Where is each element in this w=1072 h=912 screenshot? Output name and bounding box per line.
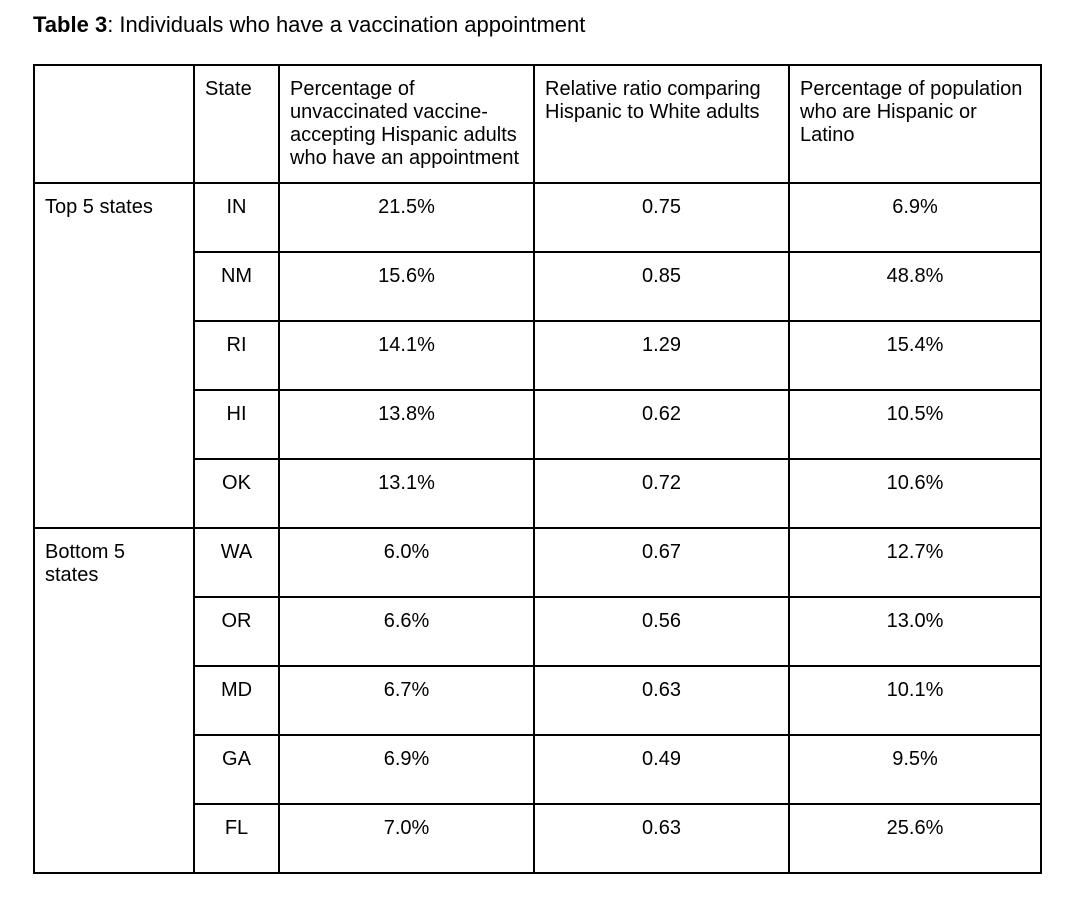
pct-appointment-cell: 14.1% xyxy=(278,320,535,391)
relative-ratio-cell: 0.85 xyxy=(533,251,790,322)
state-cell: OK xyxy=(193,458,280,529)
pct-population-cell: 10.5% xyxy=(788,389,1042,460)
table-row: Bottom 5 states WA 6.0% 0.67 12.7% xyxy=(33,527,1042,874)
pct-appointment-cell: 7.0% xyxy=(278,803,535,874)
table-number-label: Table 3 xyxy=(33,12,108,37)
group-label-bottom5: Bottom 5 states xyxy=(33,527,195,874)
pct-population-cell: 15.4% xyxy=(788,320,1042,391)
header-state: State xyxy=(193,64,280,184)
table-row: OR 6.6% 0.56 13.0% xyxy=(34,596,1042,667)
table-row: MD 6.7% 0.63 10.1% xyxy=(34,665,1042,736)
pct-population-cell: 10.1% xyxy=(788,665,1042,736)
table-row: RI 14.1% 1.29 15.4% xyxy=(34,320,1042,391)
vaccination-appointment-table: State Percentage of unvaccinated vaccine… xyxy=(33,64,1042,874)
pct-appointment-cell: 21.5% xyxy=(278,182,535,253)
state-cell: IN xyxy=(193,182,280,253)
pct-population-cell: 25.6% xyxy=(788,803,1042,874)
relative-ratio-cell: 0.63 xyxy=(533,665,790,736)
group-label-top5: Top 5 states xyxy=(33,182,195,529)
header-row: State Percentage of unvaccinated vaccine… xyxy=(33,64,1042,184)
table-row: OK 13.1% 0.72 10.6% xyxy=(34,458,1042,529)
page-title: Table 3: Individuals who have a vaccinat… xyxy=(33,12,1072,38)
header-pct-population: Percentage of population who are Hispani… xyxy=(788,64,1042,184)
pct-appointment-cell: 13.1% xyxy=(278,458,535,529)
relative-ratio-cell: 0.67 xyxy=(533,527,790,598)
state-cell: FL xyxy=(193,803,280,874)
table-row: NM 15.6% 0.85 48.8% xyxy=(34,251,1042,322)
pct-population-cell: 9.5% xyxy=(788,734,1042,805)
state-cell: RI xyxy=(193,320,280,391)
pct-population-cell: 48.8% xyxy=(788,251,1042,322)
header-relative-ratio: Relative ratio comparing Hispanic to Whi… xyxy=(533,64,790,184)
table-row: Top 5 states IN 21.5% 0.75 6.9% xyxy=(33,182,1042,529)
state-cell: WA xyxy=(193,527,280,598)
relative-ratio-cell: 0.75 xyxy=(533,182,790,253)
relative-ratio-cell: 0.56 xyxy=(533,596,790,667)
relative-ratio-cell: 1.29 xyxy=(533,320,790,391)
pct-appointment-cell: 6.7% xyxy=(278,665,535,736)
table-row: GA 6.9% 0.49 9.5% xyxy=(34,734,1042,805)
pct-appointment-cell: 6.9% xyxy=(278,734,535,805)
state-cell: HI xyxy=(193,389,280,460)
pct-population-cell: 13.0% xyxy=(788,596,1042,667)
table-title-text: : Individuals who have a vaccination app… xyxy=(107,12,586,37)
header-pct-appointment: Percentage of unvaccinated vaccine- acce… xyxy=(278,64,535,184)
state-cell: OR xyxy=(193,596,280,667)
pct-appointment-cell: 6.0% xyxy=(278,527,535,598)
relative-ratio-cell: 0.63 xyxy=(533,803,790,874)
pct-population-cell: 6.9% xyxy=(788,182,1042,253)
pct-appointment-cell: 6.6% xyxy=(278,596,535,667)
state-cell: NM xyxy=(193,251,280,322)
pct-appointment-cell: 15.6% xyxy=(278,251,535,322)
header-group-empty xyxy=(33,64,195,184)
table-row: FL 7.0% 0.63 25.6% xyxy=(34,803,1042,874)
relative-ratio-cell: 0.62 xyxy=(533,389,790,460)
table-row: HI 13.8% 0.62 10.5% xyxy=(34,389,1042,460)
state-cell: MD xyxy=(193,665,280,736)
pct-appointment-cell: 13.8% xyxy=(278,389,535,460)
pct-population-cell: 10.6% xyxy=(788,458,1042,529)
pct-population-cell: 12.7% xyxy=(788,527,1042,598)
relative-ratio-cell: 0.72 xyxy=(533,458,790,529)
state-cell: GA xyxy=(193,734,280,805)
relative-ratio-cell: 0.49 xyxy=(533,734,790,805)
